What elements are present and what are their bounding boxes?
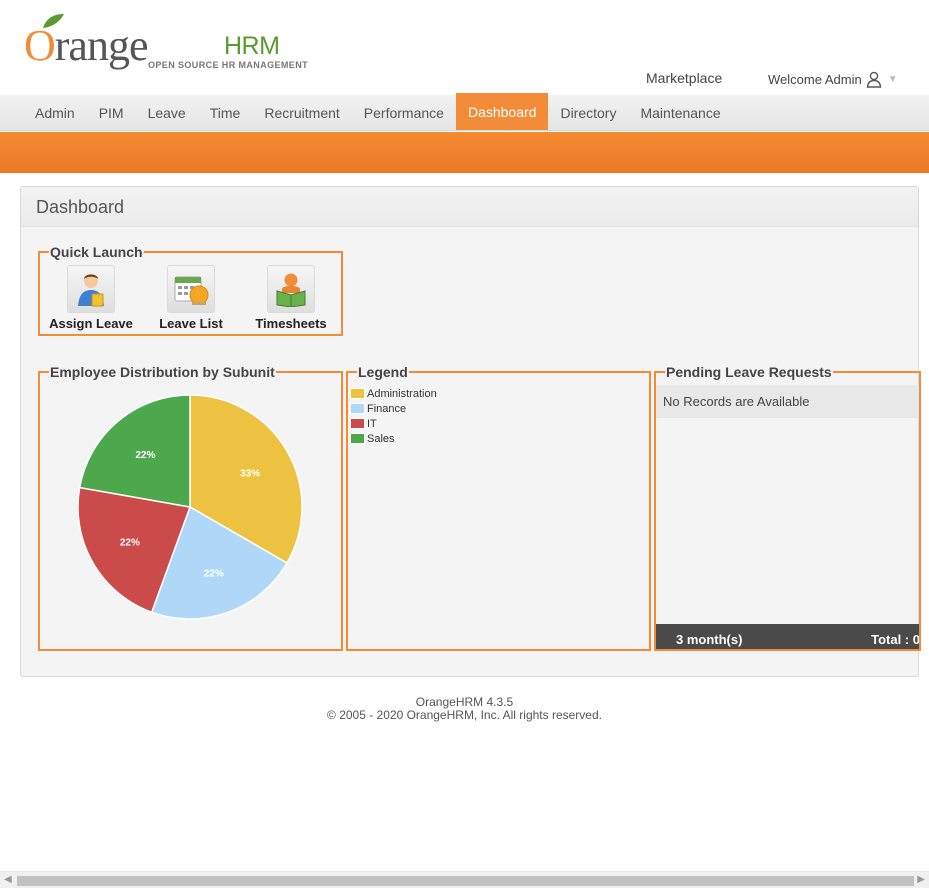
- legend-item-administration: Administration: [350, 386, 437, 401]
- pending-footer: 3 month(s) Total : 0: [656, 624, 920, 649]
- menu-item-maintenance[interactable]: Maintenance: [640, 105, 721, 121]
- distribution-title: Employee Distribution by Subunit: [50, 364, 275, 380]
- scrollbar-thumb[interactable]: [17, 876, 914, 886]
- orangehrm-logo[interactable]: Orange HRM OPEN SOURCE HR MANAGEMENT: [24, 10, 314, 72]
- welcome-menu[interactable]: Welcome Admin ▼: [768, 71, 898, 88]
- leave-list-button[interactable]: Leave List: [141, 265, 241, 331]
- leaf-icon: [43, 14, 64, 28]
- assign-leave-button[interactable]: Assign Leave: [41, 265, 141, 331]
- copyright-text: © 2005 - 2020 OrangeHRM, Inc. All rights…: [327, 708, 602, 722]
- no-records-message: No Records are Available: [656, 385, 919, 418]
- horizontal-scrollbar[interactable]: ◀ ▶: [0, 871, 929, 888]
- legend-item-finance: Finance: [350, 401, 437, 416]
- assign-leave-label: Assign Leave: [49, 316, 133, 331]
- quick-launch-panel: Quick Launch Assign Leave: [38, 245, 343, 336]
- dashboard-panel: Dashboard Quick Launch Assign Leave: [20, 186, 921, 677]
- menu-item-dashboard[interactable]: Dashboard: [455, 93, 549, 130]
- legend-item-sales: Sales: [350, 431, 437, 446]
- pie-slice-sales: [78, 394, 191, 508]
- pie-label-it: 22%: [120, 538, 140, 549]
- legend-swatch: [350, 418, 365, 429]
- legend-title: Legend: [358, 364, 408, 380]
- pie-label-sales: 22%: [135, 450, 155, 461]
- employee-distribution-panel: Employee Distribution by Subunit 33% 22% 2…: [38, 365, 343, 651]
- user-icon: [866, 71, 881, 88]
- legend-swatch: [350, 403, 365, 414]
- legend-swatch: [350, 433, 365, 444]
- pie-label-finance: 22%: [204, 568, 224, 579]
- legend-label: Finance: [367, 402, 407, 415]
- main-menu: Admin PIM Leave Time Recruitment Performance D…: [0, 93, 929, 131]
- pending-title: Pending Leave Requests: [666, 365, 832, 380]
- welcome-label: Welcome Admin: [768, 72, 862, 87]
- period-label: 3 month(s): [676, 632, 743, 647]
- logo-o: O: [24, 21, 56, 70]
- legend-label: Sales: [367, 432, 395, 445]
- legend-swatch: [350, 388, 365, 399]
- timesheets-label: Timesheets: [255, 316, 327, 331]
- menu-item-time[interactable]: Time: [209, 105, 241, 121]
- pending-leave-panel: Pending Leave Requests No Records are Av…: [654, 365, 921, 651]
- pie-label-administration: 33%: [240, 468, 260, 479]
- scroll-left-icon[interactable]: ◀: [4, 874, 12, 885]
- footer: OrangeHRM 4.3.5 © 2005 - 2020 OrangeHRM,…: [0, 696, 929, 722]
- menu-item-pim[interactable]: PIM: [98, 105, 124, 121]
- marketplace-link[interactable]: Marketplace: [646, 70, 723, 86]
- logo-word: Orange: [24, 24, 148, 68]
- leave-list-label: Leave List: [159, 316, 223, 331]
- leave-list-icon: [167, 265, 215, 313]
- scroll-right-icon[interactable]: ▶: [917, 874, 925, 885]
- legend-item-it: IT: [350, 416, 437, 431]
- menu-item-directory[interactable]: Directory: [560, 105, 617, 121]
- menu-item-admin[interactable]: Admin: [35, 105, 75, 121]
- page-title: Dashboard: [36, 197, 125, 217]
- header: Orange HRM OPEN SOURCE HR MANAGEMENT Mar…: [0, 0, 929, 95]
- timesheets-button[interactable]: Timesheets: [241, 265, 341, 331]
- legend-label: IT: [367, 417, 377, 430]
- menu-item-leave[interactable]: Leave: [147, 105, 186, 121]
- menu-item-recruitment[interactable]: Recruitment: [264, 105, 340, 121]
- menu-item-performance[interactable]: Performance: [363, 105, 444, 121]
- logo-tagline: OPEN SOURCE HR MANAGEMENT: [148, 60, 309, 70]
- dashboard-header: [21, 187, 918, 227]
- pie-chart-svg: 33% 22% 22% 22%: [77, 394, 303, 620]
- pie-chart: 33% 22% 22% 22%: [77, 394, 303, 625]
- logo-hrm: HRM: [224, 32, 280, 60]
- legend-panel: Legend Administration Finance IT Sales: [346, 365, 651, 651]
- timesheets-icon: [267, 265, 315, 313]
- legend-list: Administration Finance IT Sales: [350, 386, 437, 446]
- caret-down-icon: ▼: [887, 74, 898, 85]
- logo-range: range: [54, 21, 149, 70]
- pie-slice-finance: [150, 505, 289, 620]
- legend-label: Administration: [367, 387, 437, 400]
- pie-slice-it: [77, 486, 192, 614]
- version-text: OrangeHRM 4.3.5: [415, 695, 514, 709]
- pie-slice-administration: [189, 394, 303, 565]
- submenu-bar: [0, 132, 929, 173]
- assign-leave-icon: [67, 265, 115, 313]
- quick-launch-title: Quick Launch: [50, 244, 143, 260]
- total-label: Total : 0: [871, 632, 920, 647]
